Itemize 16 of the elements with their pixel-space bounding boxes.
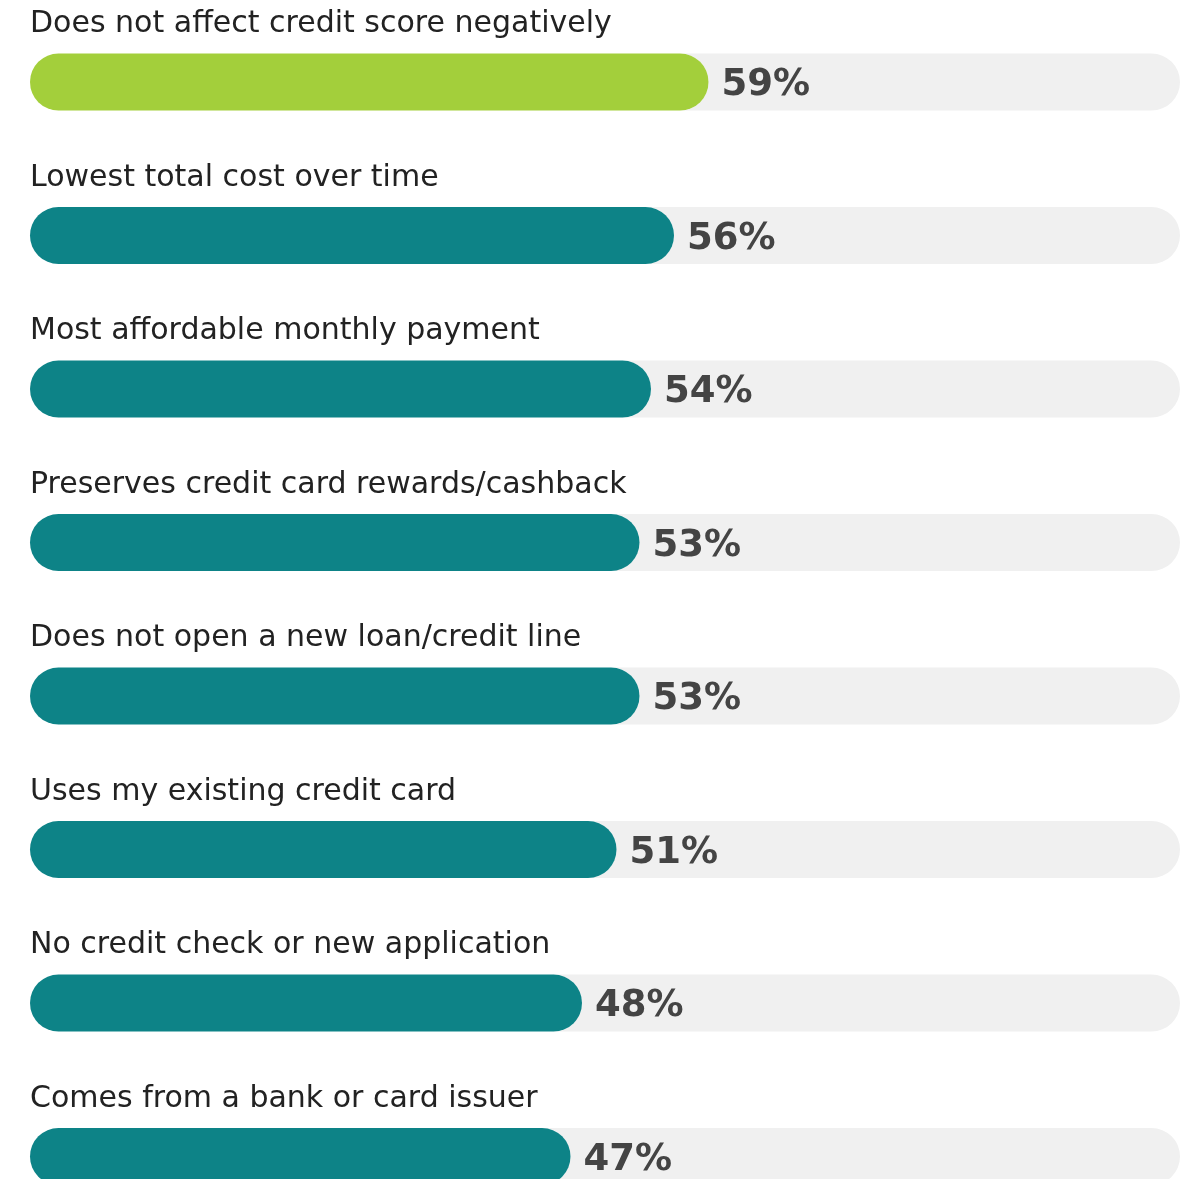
- data-label: 48%: [595, 982, 684, 1025]
- data-label: 56%: [687, 214, 776, 258]
- y-tick-label: Lowest total cost over time: [30, 157, 439, 193]
- y-tick-label: Preserves credit card rewards/cashback: [30, 464, 628, 500]
- y-tick-label: Does not affect credit score negatively: [30, 4, 612, 39]
- data-label: 51%: [629, 828, 719, 872]
- data-label: 47%: [583, 1135, 673, 1179]
- data-label: 54%: [664, 368, 753, 411]
- y-tick-label: No credit check or new application: [30, 925, 551, 960]
- data-label: 53%: [652, 675, 742, 718]
- data-label: 59%: [721, 61, 811, 104]
- data-label: 53%: [652, 521, 742, 565]
- y-tick-label: Uses my existing credit card: [30, 771, 457, 807]
- y-tick-label: Does not open a new loan/credit line: [30, 618, 582, 653]
- y-tick-label: Comes from a bank or card issuer: [30, 1078, 539, 1114]
- y-tick-label: Most affordable monthly payment: [30, 311, 541, 346]
